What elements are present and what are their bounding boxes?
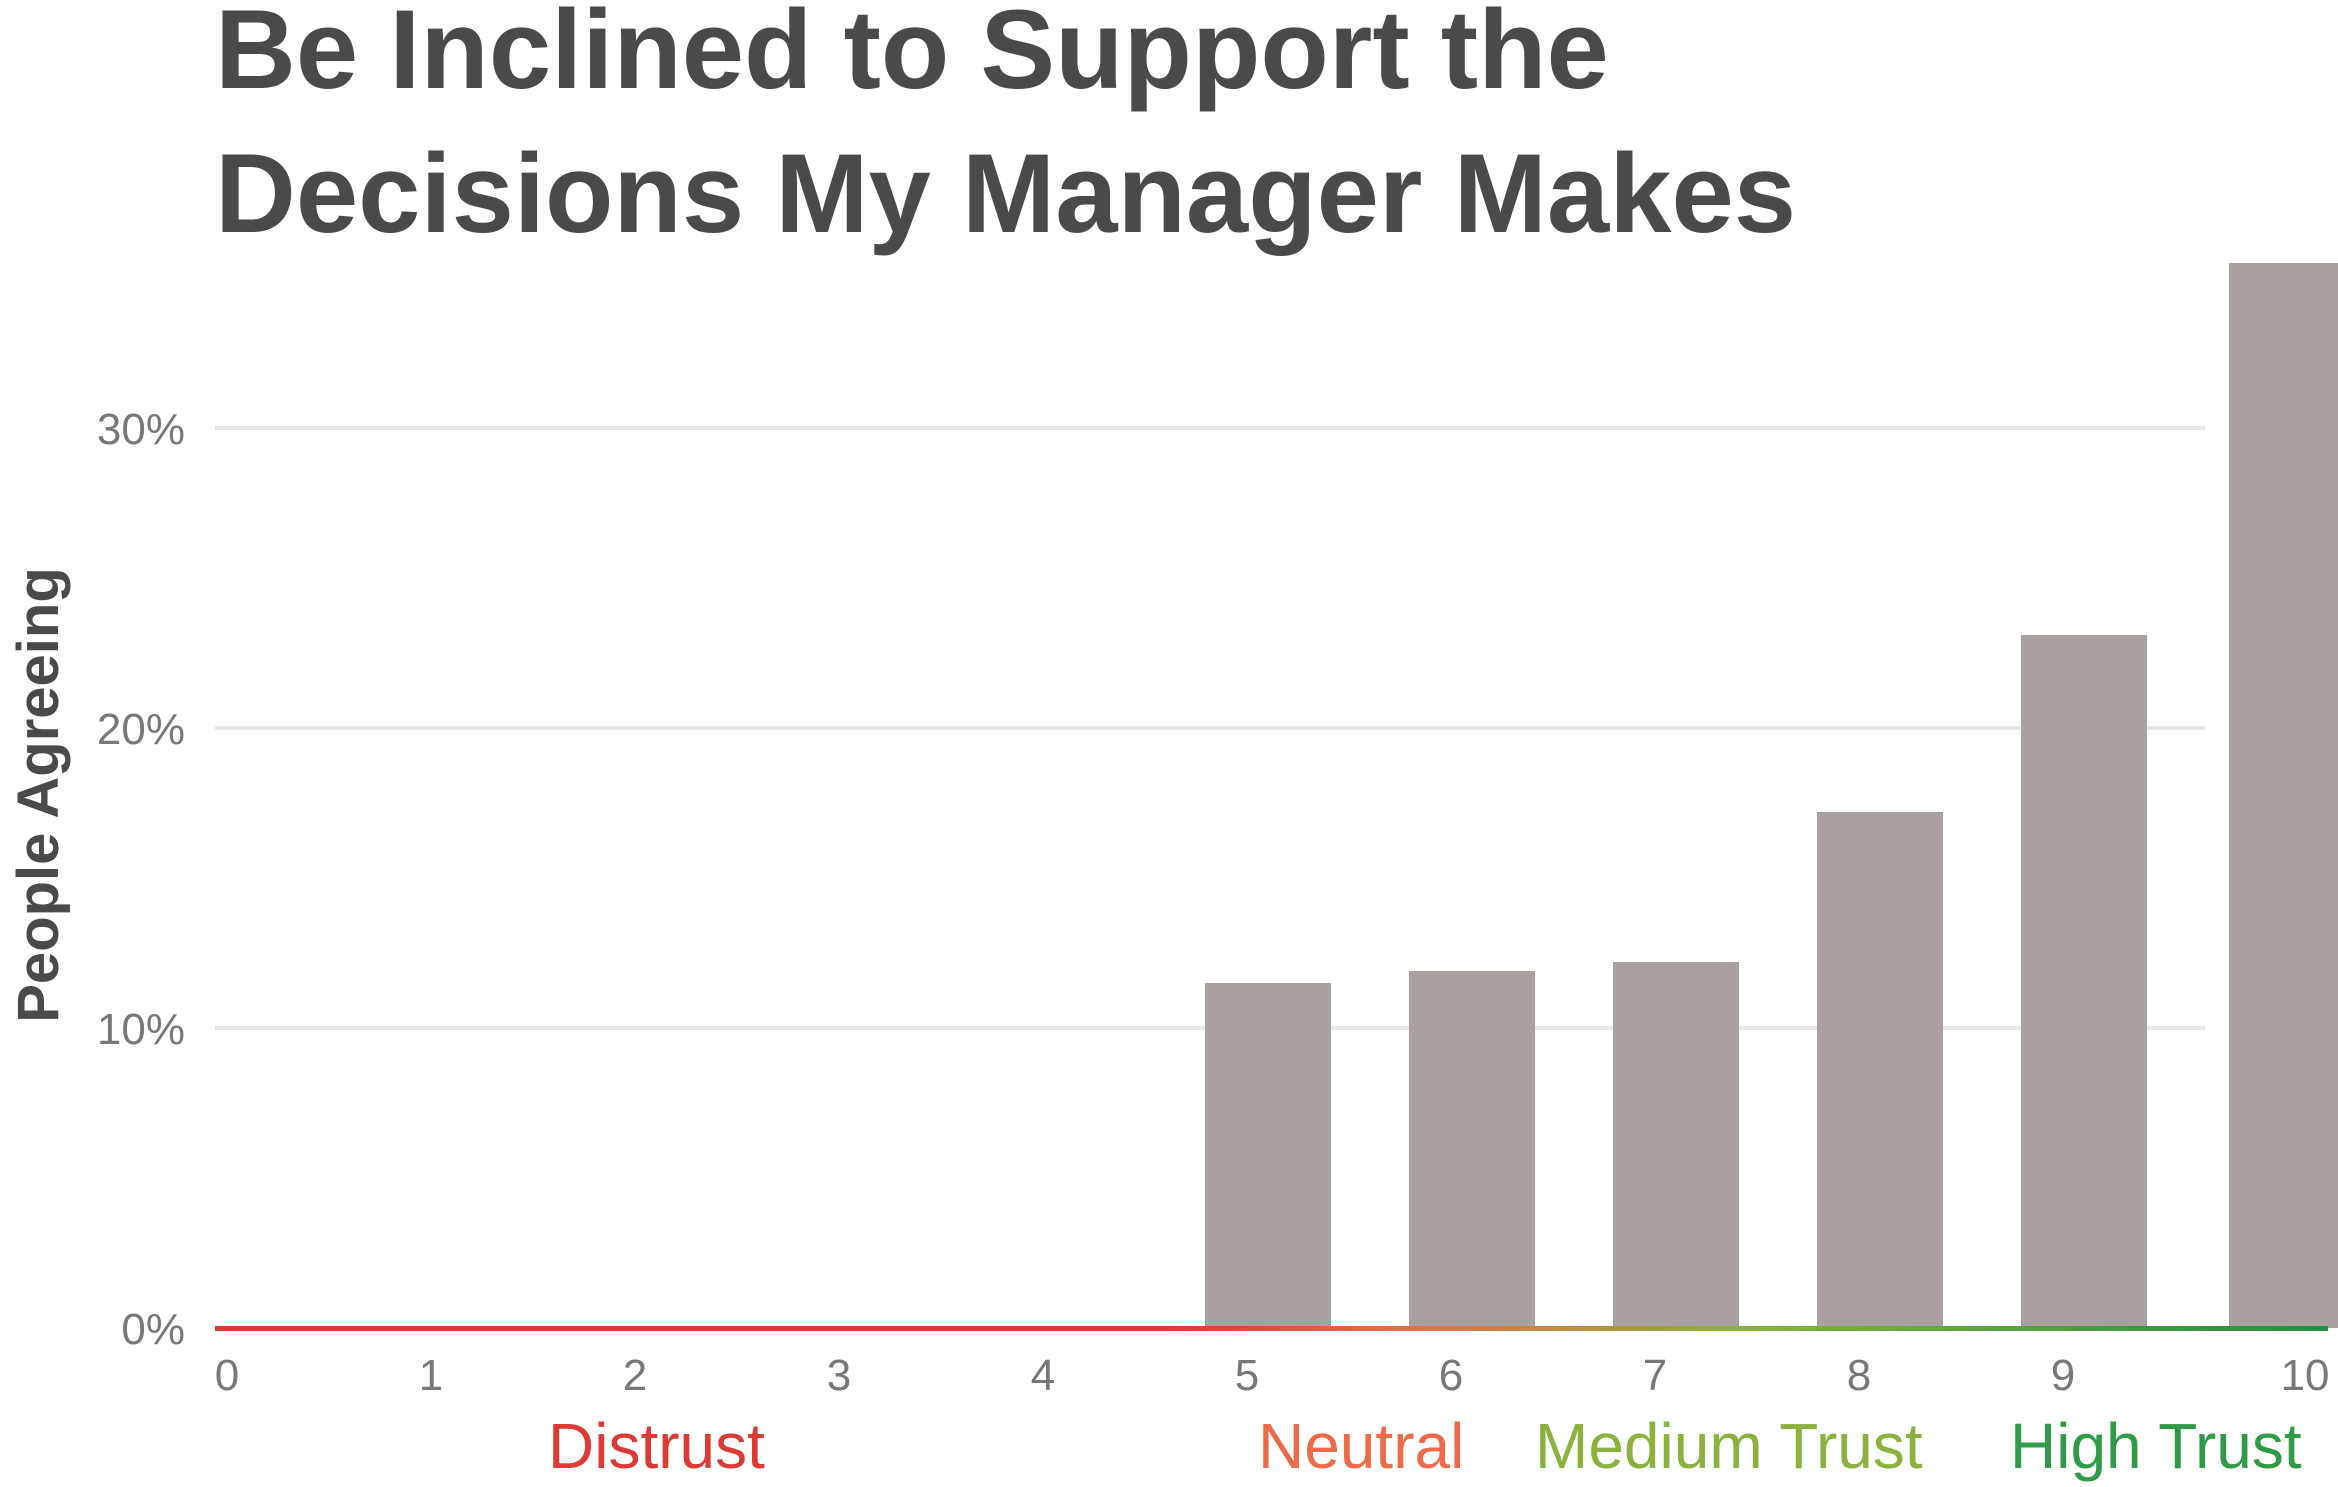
- chart-title-line-2: Decisions My Manager Makes: [215, 131, 1796, 256]
- band-label-distrust: Distrust: [548, 1410, 765, 1482]
- bar-9: [2021, 635, 2147, 1328]
- y-tick-label: 20%: [97, 705, 185, 754]
- x-tick-label-4: 4: [1031, 1351, 1055, 1400]
- bar-6: [1409, 971, 1535, 1328]
- y-axis-label: People Agreeing: [6, 567, 71, 1023]
- bar-5: [1205, 983, 1331, 1328]
- trust-band-labels: Distrust Neutral Medium Trust High Trust: [548, 1410, 2302, 1482]
- y-tick-label: 0%: [121, 1305, 185, 1354]
- bar-8: [1817, 812, 1943, 1328]
- x-tick-label-2: 2: [623, 1351, 647, 1400]
- bar-7: [1613, 962, 1739, 1328]
- y-axis-ticks: 0% 10% 20% 30%: [97, 405, 185, 1354]
- y-tick-label: 30%: [97, 405, 185, 454]
- chart-title-line-1: Be Inclined to Support the: [215, 0, 1609, 112]
- band-label-high-trust: High Trust: [2010, 1410, 2302, 1482]
- band-label-medium-trust: Medium Trust: [1535, 1410, 1923, 1482]
- x-tick-label-7: 7: [1643, 1351, 1667, 1400]
- x-tick-label-3: 3: [827, 1351, 851, 1400]
- y-tick-label: 10%: [97, 1005, 185, 1054]
- bars: [1205, 263, 2338, 1328]
- x-tick-label-6: 6: [1439, 1351, 1463, 1400]
- bar-10: [2229, 263, 2338, 1328]
- x-tick-label-5: 5: [1235, 1351, 1259, 1400]
- x-tick-label-8: 8: [1847, 1351, 1871, 1400]
- x-tick-label-0: 0: [215, 1351, 239, 1400]
- x-axis-line: [215, 1326, 2328, 1331]
- x-axis-ticks: 0 1 2 3 4 5 6 7 8 9 10: [215, 1351, 2330, 1400]
- x-tick-label-1: 1: [419, 1351, 443, 1400]
- x-tick-label-9: 9: [2051, 1351, 2075, 1400]
- band-label-neutral: Neutral: [1258, 1410, 1464, 1482]
- x-tick-label-10: 10: [2281, 1351, 2330, 1400]
